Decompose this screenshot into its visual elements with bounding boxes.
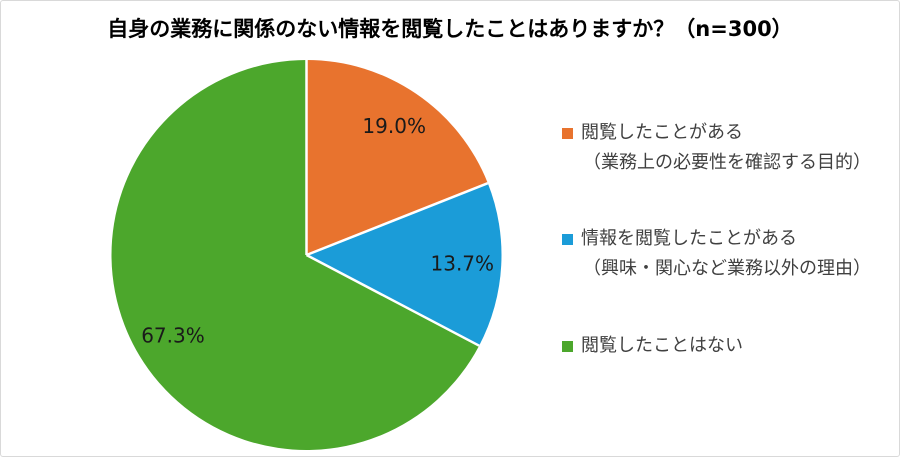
- legend-swatch-icon: [562, 341, 573, 352]
- legend-sublabel: （興味・関心など業務以外の理由）: [583, 258, 871, 279]
- legend-label: 閲覧したことがある: [581, 122, 743, 143]
- slice-separator-2: [305, 253, 480, 347]
- pie-slice-0: [306, 60, 488, 255]
- legend: 閲覧したことがある （業務上の必要性を確認する目的） 情報を閲覧したことがある （興味…: [562, 1, 892, 458]
- legend-label: 閲覧したことはない: [581, 335, 743, 356]
- pie-slice-1: [306, 183, 502, 346]
- pie-data-label-2: 67.3%: [141, 324, 205, 348]
- chart-title: 自身の業務に関係のない情報を閲覧したことはありますか？（n=300）: [107, 17, 793, 41]
- legend-label: 情報を閲覧したことがある: [581, 228, 797, 249]
- legend-text: 情報を閲覧したことがある （興味・関心など業務以外の理由）: [581, 224, 871, 284]
- legend-item-0: 閲覧したことがある （業務上の必要性を確認する目的）: [562, 118, 871, 178]
- legend-swatch-icon: [562, 128, 573, 139]
- pie-slice-2: [111, 60, 480, 450]
- legend-sublabel: （業務上の必要性を確認する目的）: [583, 152, 871, 173]
- pie-data-label-1: 13.7%: [431, 251, 495, 275]
- pie-data-label-0: 19.0%: [362, 114, 426, 138]
- legend-text: 閲覧したことはない: [581, 331, 743, 361]
- legend-item-2: 閲覧したことはない: [562, 331, 743, 361]
- legend-item-1: 情報を閲覧したことがある （興味・関心など業務以外の理由）: [562, 224, 871, 284]
- slice-separator-1: [306, 182, 489, 257]
- legend-text: 閲覧したことがある （業務上の必要性を確認する目的）: [581, 118, 871, 178]
- legend-swatch-icon: [562, 234, 573, 245]
